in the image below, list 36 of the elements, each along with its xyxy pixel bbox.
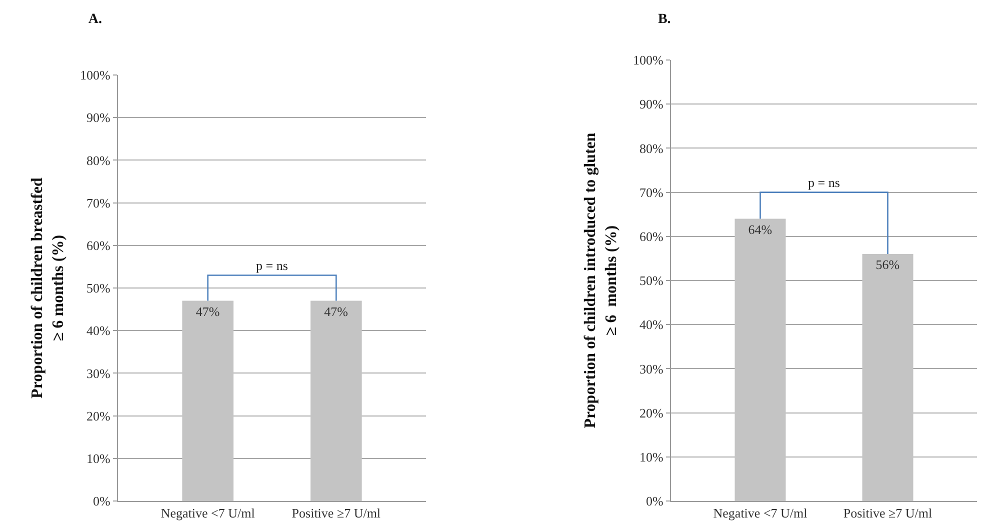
y-tick-label: 20% [640,405,664,420]
y-axis-title: Proportion of children breastfed ≥ 6 months (%) [29,177,67,398]
chart-title: B. [658,12,671,28]
y-tick-label: 40% [86,323,111,338]
chart-title: A. [88,12,102,28]
data-label: 47% [196,304,220,319]
y-tick-label: 60% [640,228,664,244]
y-tick-label: 60% [86,238,111,253]
y-tick-label: 80% [640,140,664,156]
y-tick-label: 90% [86,110,111,126]
y-tick-label: 20% [86,408,111,424]
y-tick-label: 100% [80,68,111,83]
x-tick-label: Negative <7 U/ml [713,506,808,521]
y-tick-label: 30% [640,361,664,376]
data-label: 47% [324,304,348,319]
y-tick-label: 70% [86,195,111,210]
x-tick-label: Positive ≥7 U/ml [292,506,381,521]
y-tick-label: 80% [86,152,111,168]
y-tick-label: 100% [633,52,664,68]
y-tick-label: 40% [640,317,664,332]
y-tick-label: 50% [640,273,664,288]
y-tick-label: 90% [640,96,664,112]
annotation: p = ns [808,175,840,190]
y-axis-title: Proportion of children introduced to gluten ≥ 6 months (%) [582,132,620,428]
x-tick-label: Negative <7 U/ml [160,506,256,521]
y-tick-label: 50% [86,280,111,296]
y-tick-label: 30% [86,366,111,381]
x-tick-label: Positive ≥7 U/ml [843,506,933,521]
annotation: p = ns [256,258,288,273]
data-label: 56% [876,257,900,272]
data-label: 64% [748,222,772,237]
y-tick-label: 0% [93,494,111,509]
y-tick-label: 70% [640,184,664,200]
y-tick-label: 10% [640,449,664,464]
y-tick-label: 10% [86,450,111,466]
y-tick-label: 0% [646,494,664,509]
